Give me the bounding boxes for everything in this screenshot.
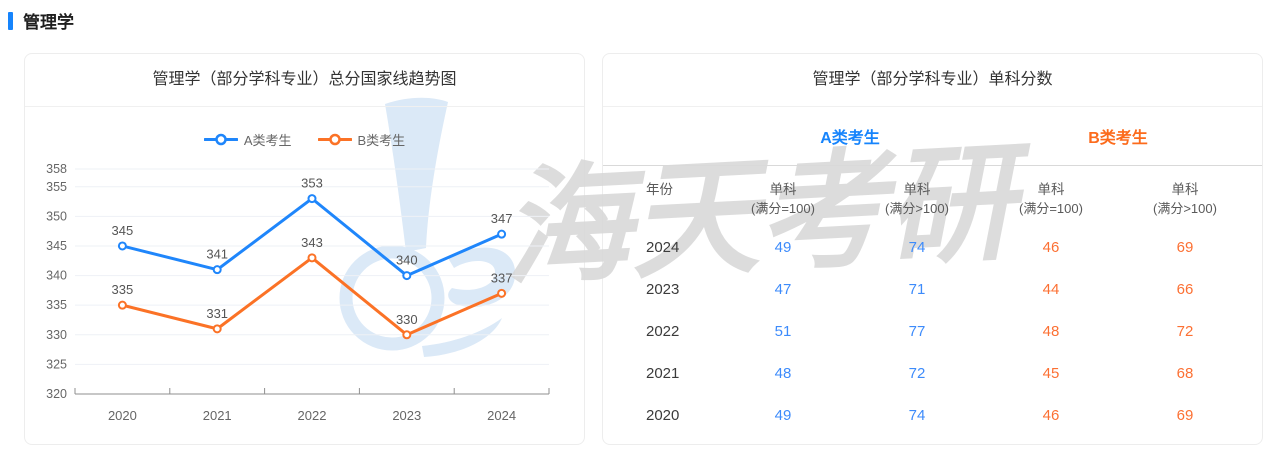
legend-item-A类考生[interactable]: A类考生: [203, 130, 292, 149]
svg-text:335: 335: [112, 282, 134, 297]
score-cell-a: 74: [908, 406, 926, 424]
svg-text:330: 330: [46, 328, 67, 342]
table-card-divider: [603, 106, 1262, 107]
chart-card-title: 管理学（部分学科专业）总分国家线趋势图: [152, 71, 457, 88]
column-header-score: 单科 (满分=100): [751, 182, 815, 216]
legend-label: A类考生: [243, 132, 292, 148]
score-cell-b: 46: [1042, 238, 1060, 256]
column-header-score: 单科 (满分>100): [885, 182, 949, 216]
legend-line-marker-icon: [317, 133, 352, 145]
year-cell: 2021: [646, 364, 680, 382]
svg-text:2021: 2021: [203, 408, 232, 423]
column-header-score: 单科 (满分=100): [1019, 182, 1083, 216]
svg-text:355: 355: [46, 180, 67, 194]
table-header-divider: [603, 165, 1262, 166]
score-cell-b: 68: [1176, 364, 1194, 382]
score-cell-b: 72: [1176, 322, 1194, 340]
scores-table-card: 管理学（部分学科专业）单科分数 A类考生 B类考生 年份 单科 (满分=100) 单科…: [602, 53, 1263, 445]
table-row: 2024 49 74 46 69: [646, 226, 1252, 268]
score-cell-a: 77: [908, 322, 926, 340]
page-header: 管理学: [8, 8, 74, 33]
score-cell-a: 49: [774, 406, 792, 424]
section-title: 管理学: [23, 13, 74, 32]
svg-text:320: 320: [46, 387, 67, 401]
score-cell-a: 49: [774, 238, 792, 256]
table-card-title: 管理学（部分学科专业）单科分数: [812, 71, 1053, 88]
table-header-row: 年份 单科 (满分=100) 单科 (满分>100) 单科 (满分=100) 单科 (满分>10…: [646, 178, 1252, 218]
svg-text:340: 340: [46, 269, 67, 283]
svg-text:345: 345: [112, 223, 134, 238]
score-cell-a: 51: [774, 322, 792, 340]
trend-line-chart: 320 325 330 335 340 345 350 355 358 2020 2021 2022 2…: [46, 162, 550, 423]
candidate-group-header: A类考生 B类考生: [603, 107, 1262, 165]
score-cell-b: 48: [1042, 322, 1060, 340]
svg-text:2023: 2023: [392, 408, 421, 423]
svg-text:2022: 2022: [298, 408, 327, 423]
svg-text:335: 335: [46, 298, 67, 312]
year-cell: 2024: [646, 238, 680, 256]
group-header-a: A类考生: [820, 130, 880, 147]
legend-item-B类考生[interactable]: B类考生: [317, 130, 406, 149]
score-cell-a: 71: [908, 280, 926, 298]
svg-text:2024: 2024: [487, 408, 516, 423]
svg-text:345: 345: [46, 239, 67, 253]
svg-text:358: 358: [46, 162, 67, 176]
table-row: 2023 47 71 44 66: [646, 268, 1252, 310]
table-row: 2022 51 77 48 72: [646, 310, 1252, 352]
section-accent-bar: [8, 11, 13, 30]
svg-text:337: 337: [491, 270, 513, 285]
score-cell-b: 69: [1176, 238, 1194, 256]
trend-chart-card: 管理学（部分学科专业）总分国家线趋势图 A类考生 B类考生 320 325 330 33…: [24, 53, 585, 445]
year-cell: 2022: [646, 322, 680, 340]
column-header-year: 年份: [646, 182, 673, 197]
score-cell-a: 74: [908, 238, 926, 256]
svg-text:341: 341: [206, 247, 228, 262]
score-cell-b: 66: [1176, 280, 1194, 298]
svg-text:340: 340: [396, 253, 418, 268]
table-row: 2021 48 72 45 68: [646, 352, 1252, 394]
column-header-score: 单科 (满分>100): [1153, 182, 1217, 216]
chart-card-divider: [25, 106, 584, 107]
score-cell-b: 46: [1042, 406, 1060, 424]
year-cell: 2020: [646, 406, 680, 424]
svg-text:331: 331: [206, 306, 228, 321]
svg-text:350: 350: [46, 209, 67, 223]
svg-text:325: 325: [46, 357, 67, 371]
year-cell: 2023: [646, 280, 680, 298]
legend-line-marker-icon: [203, 133, 238, 145]
svg-text:347: 347: [491, 211, 513, 226]
legend-label: B类考生: [357, 132, 406, 148]
scores-table: 年份 单科 (满分=100) 单科 (满分>100) 单科 (满分=100) 单科 (满分>10…: [603, 166, 1262, 436]
group-header-b: B类考生: [1088, 130, 1148, 147]
table-row: 2020 49 74 46 69: [646, 394, 1252, 436]
score-cell-b: 69: [1176, 406, 1194, 424]
svg-text:2020: 2020: [108, 408, 137, 423]
svg-text:330: 330: [396, 312, 418, 327]
svg-text:353: 353: [301, 176, 323, 191]
chart-legend: A类考生 B类考生: [25, 130, 584, 149]
svg-text:343: 343: [301, 235, 323, 250]
score-cell-a: 48: [774, 364, 792, 382]
score-cell-a: 47: [774, 280, 792, 298]
score-cell-a: 72: [908, 364, 926, 382]
score-cell-b: 44: [1042, 280, 1060, 298]
score-cell-b: 45: [1042, 364, 1060, 382]
